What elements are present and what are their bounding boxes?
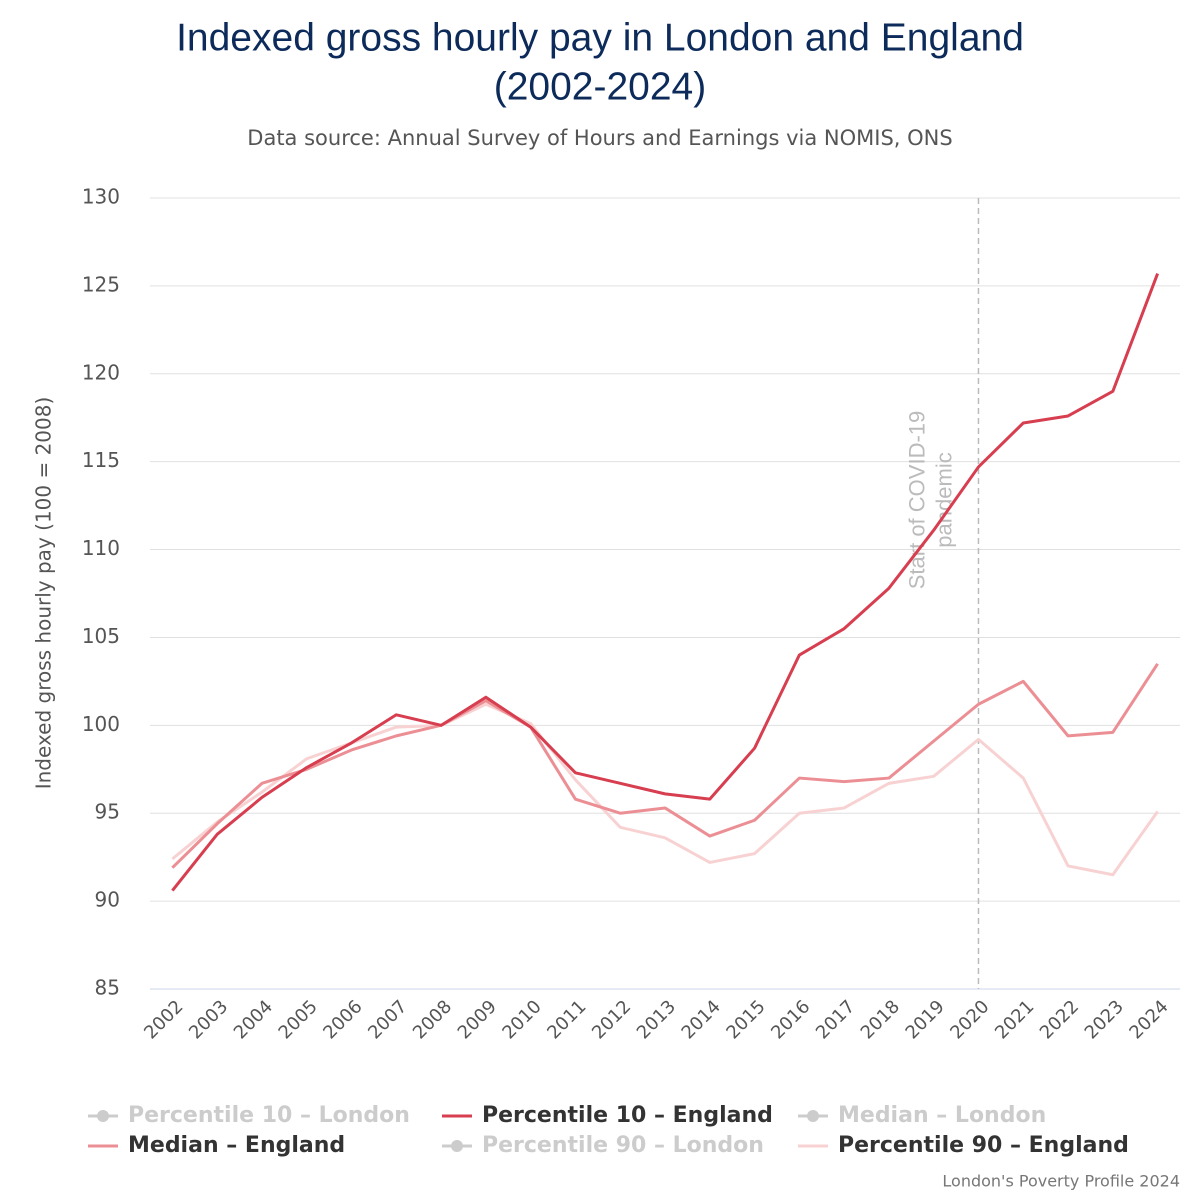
x-tick-label: 2003 — [185, 996, 232, 1043]
series-line — [171, 702, 1159, 877]
x-tick-label: 2021 — [991, 996, 1038, 1043]
y-tick-label: 95 — [95, 800, 120, 824]
y-tick-label: 100 — [82, 712, 120, 736]
chart-title: (2002-2024) — [494, 65, 706, 108]
annotation-text: Start of COVID-19 — [904, 411, 929, 590]
x-tick-label: 2006 — [319, 996, 366, 1043]
x-tick-label: 2020 — [946, 996, 993, 1043]
credit: London's Poverty Profile 2024 — [942, 1172, 1180, 1191]
y-axis-label: Indexed gross hourly pay (100 = 2008) — [32, 397, 56, 790]
x-tick-label: 2019 — [902, 996, 949, 1043]
y-tick-label: 115 — [82, 448, 120, 472]
x-tick-label: 2015 — [722, 996, 769, 1043]
legend-marker — [451, 1140, 463, 1152]
legend-label[interactable]: Percentile 10 – London — [128, 1103, 410, 1128]
x-tick-label: 2024 — [1125, 996, 1172, 1043]
y-tick-label: 120 — [82, 360, 120, 384]
annotation-text: pandemic — [931, 452, 956, 547]
x-tick-label: 2005 — [275, 996, 322, 1043]
x-tick-label: 2009 — [454, 996, 501, 1043]
y-tick-label: 130 — [82, 185, 120, 209]
x-tick-label: 2016 — [767, 996, 814, 1043]
x-tick-label: 2014 — [678, 996, 725, 1043]
x-tick-label: 2010 — [498, 996, 545, 1043]
y-tick-label: 90 — [95, 888, 120, 912]
x-tick-label: 2007 — [364, 996, 411, 1043]
legend-marker — [97, 1110, 109, 1122]
x-tick-label: 2023 — [1081, 996, 1128, 1043]
x-tick-label: 2002 — [140, 996, 187, 1043]
legend-label[interactable]: Percentile 90 – London — [482, 1133, 764, 1158]
y-tick-label: 105 — [82, 624, 120, 648]
legend-marker — [807, 1110, 819, 1122]
series-line — [171, 662, 1159, 869]
x-tick-label: 2022 — [1036, 996, 1083, 1043]
legend-label[interactable]: Percentile 10 – England — [482, 1103, 773, 1128]
chart-title: Indexed gross hourly pay in London and E… — [176, 16, 1024, 59]
x-tick-label: 2004 — [230, 996, 277, 1043]
y-tick-label: 110 — [82, 536, 120, 560]
y-tick-label: 125 — [82, 272, 120, 296]
x-tick-label: 2012 — [588, 996, 635, 1043]
legend-label[interactable]: Median – England — [128, 1133, 345, 1158]
x-tick-label: 2018 — [857, 996, 904, 1043]
x-tick-label: 2013 — [633, 996, 680, 1043]
series-line — [171, 273, 1160, 892]
y-tick-label: 85 — [95, 976, 120, 1000]
legend-label[interactable]: Median – London — [838, 1103, 1046, 1128]
x-tick-label: 2008 — [409, 996, 456, 1043]
x-tick-label: 2011 — [543, 996, 590, 1043]
legend-label[interactable]: Percentile 90 – England — [838, 1133, 1129, 1158]
x-tick-label: 2017 — [812, 996, 859, 1043]
chart-subtitle: Data source: Annual Survey of Hours and … — [247, 126, 952, 150]
